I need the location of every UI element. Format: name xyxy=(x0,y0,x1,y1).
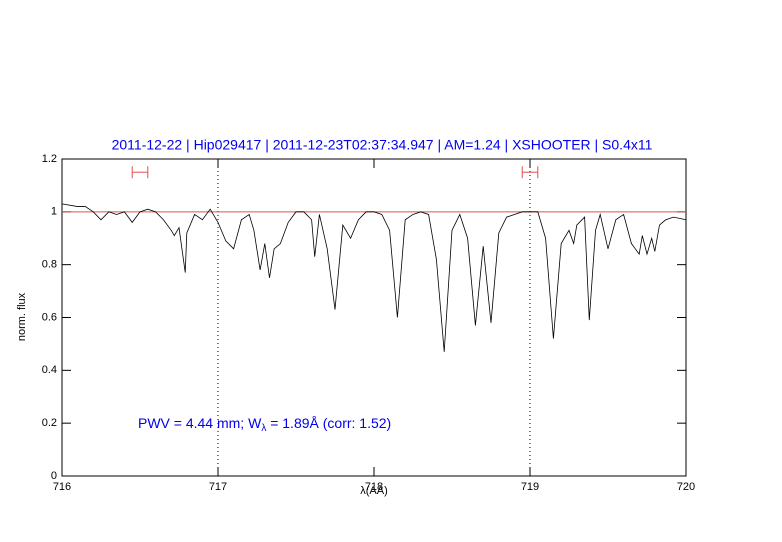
annotation-part: PWV = 4.44 mm; W xyxy=(138,415,262,431)
x-tick-label: 718 xyxy=(365,481,383,493)
annotation-part: = 1.89Å (corr: 1.52) xyxy=(266,415,391,431)
x-tick-label: 716 xyxy=(53,481,71,493)
y-tick-label: 1 xyxy=(51,206,57,218)
annotation-subscript: λ xyxy=(261,423,266,434)
y-axis-label: norm. flux xyxy=(16,292,28,341)
y-tick-label: 0.4 xyxy=(42,364,57,376)
y-tick-label: 0.6 xyxy=(42,311,57,323)
x-tick-label: 717 xyxy=(209,481,227,493)
y-tick-label: 0.2 xyxy=(42,417,57,429)
spectrum-line xyxy=(61,203,687,352)
y-tick-label: 0 xyxy=(51,470,57,482)
y-tick-label: 0.8 xyxy=(42,259,57,271)
chart-title: 2011-12-22 | Hip029417 | 2011-12-23T02:3… xyxy=(112,137,653,153)
x-axis-label: λ(AA) xyxy=(360,485,388,497)
x-tick-label: 720 xyxy=(677,481,695,493)
y-tick-label: 1.2 xyxy=(42,153,57,165)
x-tick-label: 719 xyxy=(521,481,539,493)
annotation: PWV = 4.44 mm; Wλ = 1.89Å (corr: 1.52) xyxy=(138,415,391,434)
